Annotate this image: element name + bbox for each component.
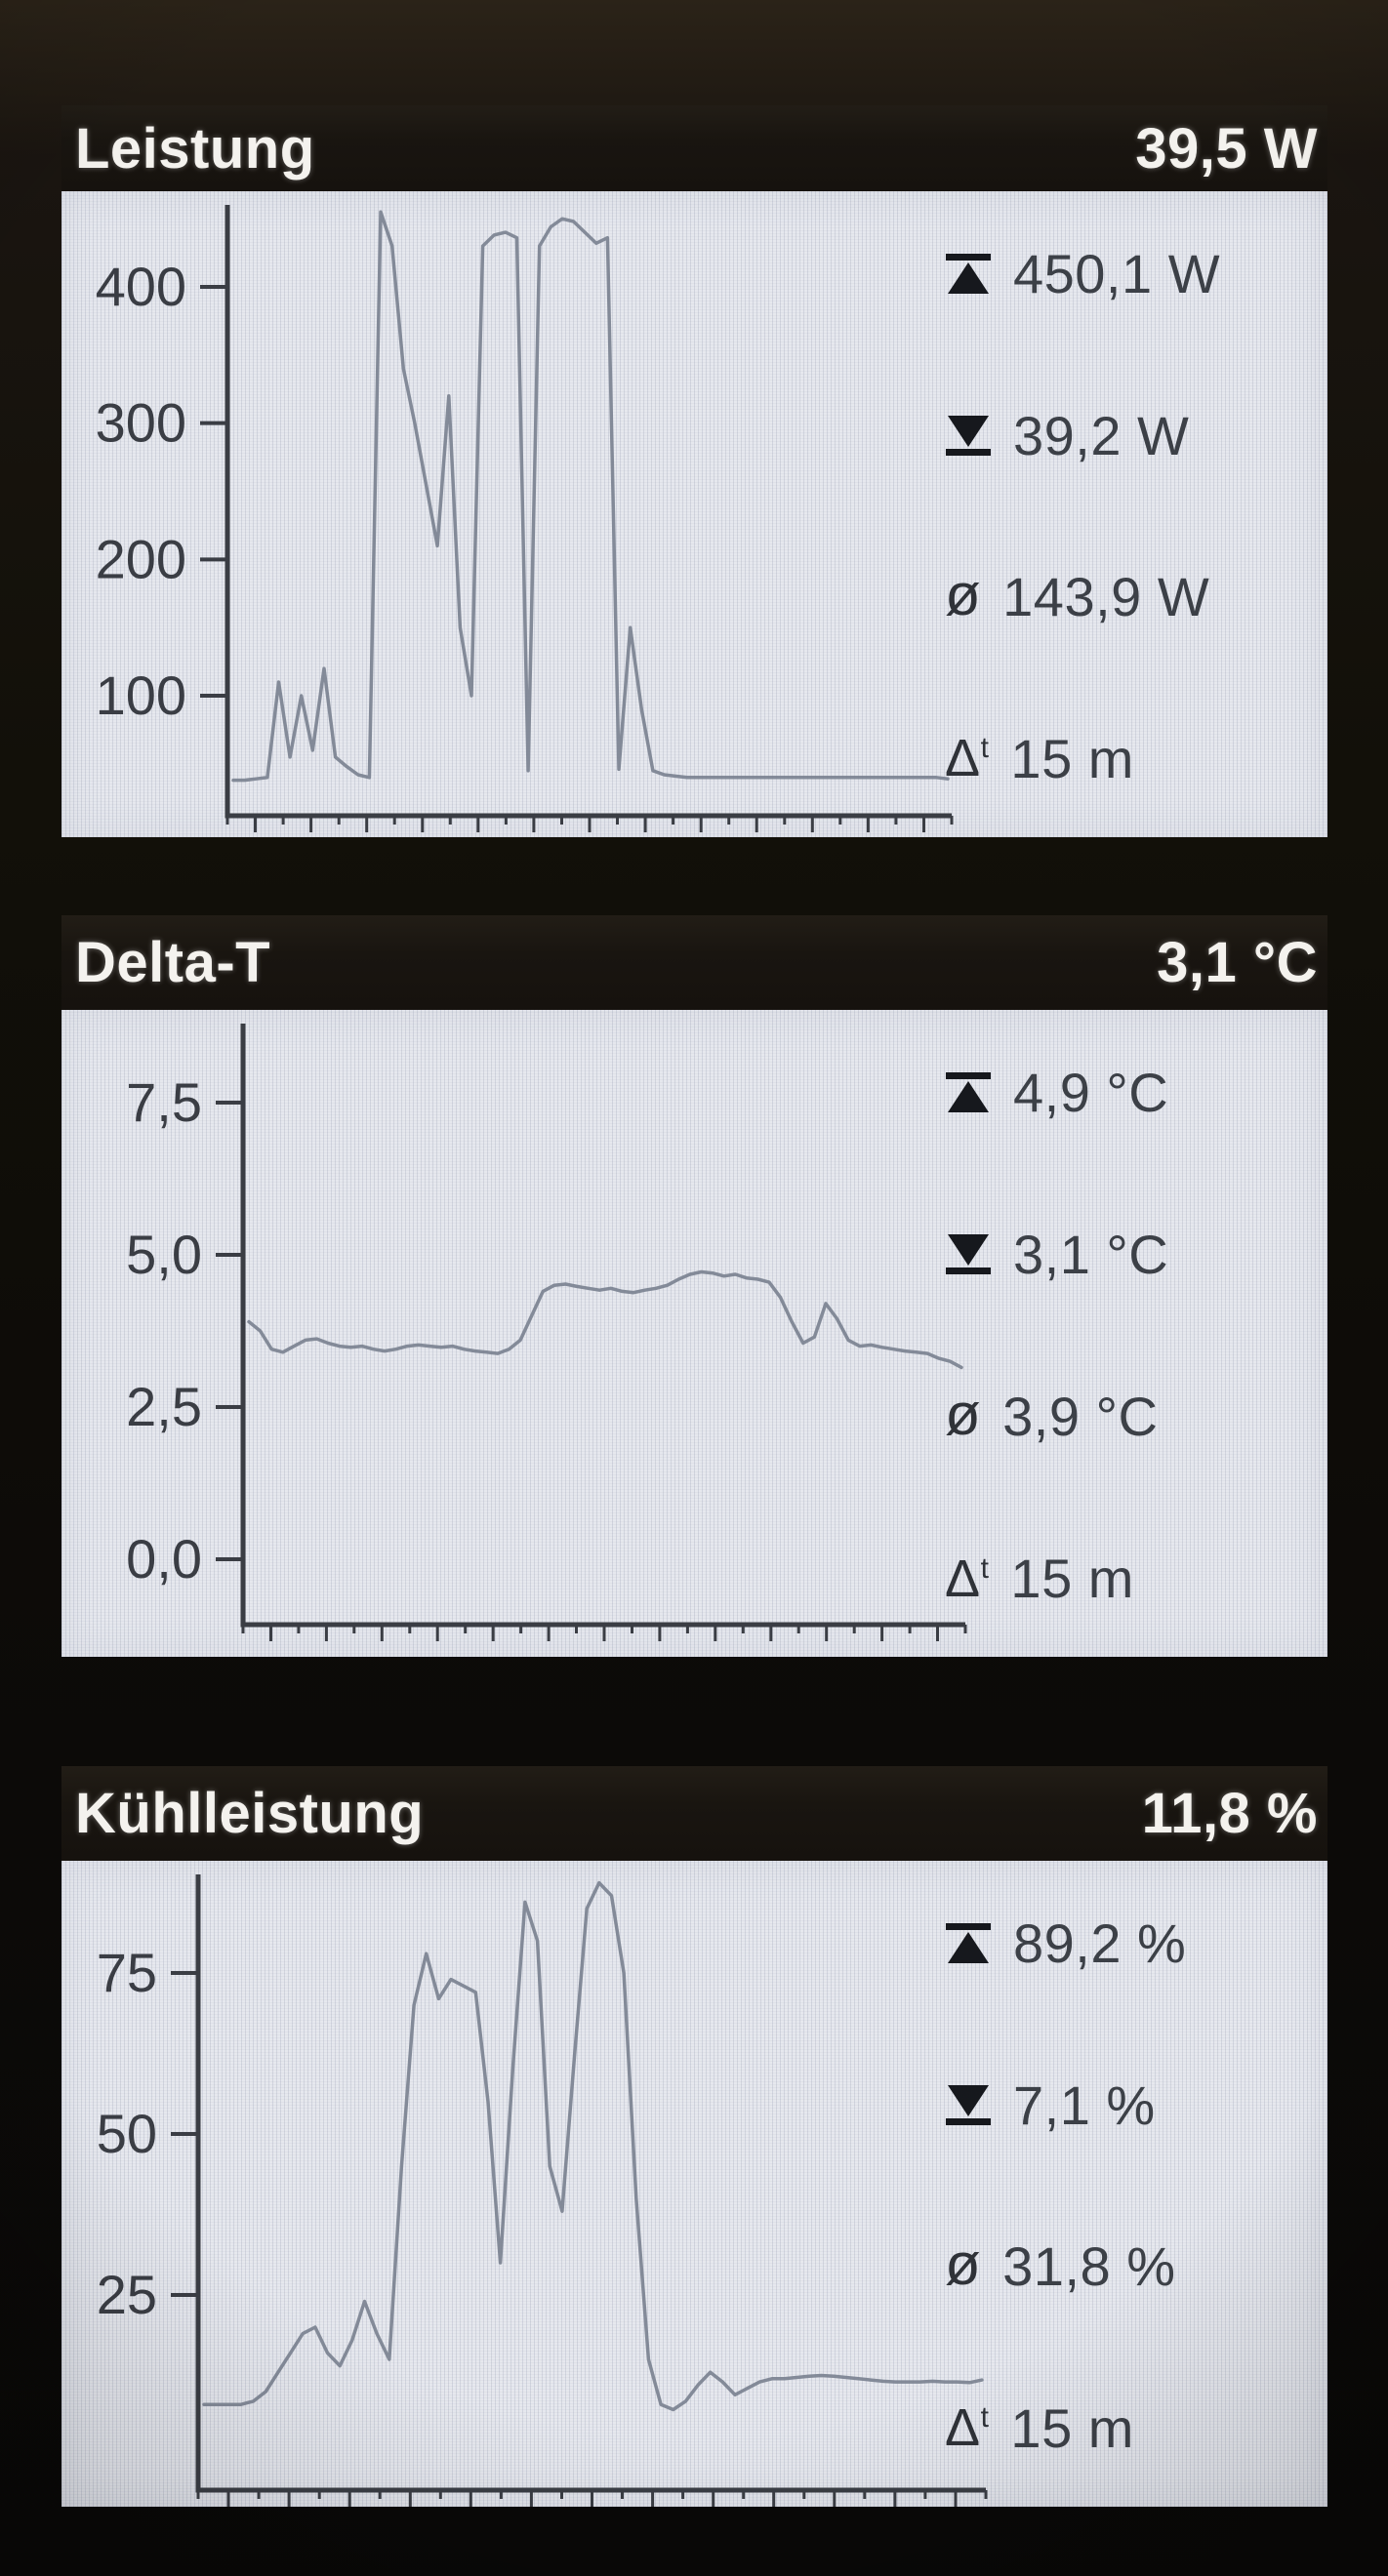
svg-text:0,0: 0,0 [126,1528,202,1590]
leistung-line-chart: 400 300 200 100 [96,205,954,832]
stat-avg: ø 31,8 % [945,2234,1314,2298]
average-icon: ø [945,2231,982,2297]
page-title: Kühlleistung [75,1782,425,1845]
max-icon [945,1923,992,1963]
stat-max: 450,1 W [945,242,1314,305]
dt-value: 15 m [1010,2396,1134,2459]
max-icon [945,254,992,294]
stat-max: 4,9 °C [945,1061,1314,1124]
svg-text:25: 25 [97,2264,157,2325]
page-title: Leistung [75,116,315,181]
current-value: 39,5 W [1135,116,1318,181]
min-icon [945,1234,992,1274]
average-icon: ø [945,561,982,627]
panel-leistung-header: Leistung 39,5 W [61,105,1327,191]
min-value: 3,1 °C [1013,1224,1169,1285]
kuehlleistung-chart: 75 50 25 89,2 % 7,1 % ø 31,8 % Δt 15 m [61,1861,1327,2507]
max-value: 4,9 °C [1013,1062,1169,1123]
current-value: 3,1 °C [1157,931,1318,994]
delta-t-stats: 4,9 °C 3,1 °C ø 3,9 °C Δt 15 m [945,1061,1314,1610]
delta-t-line-chart: 7,5 5,0 2,5 0,0 [126,1024,967,1641]
min-value: 7,1 % [1013,2073,1156,2136]
max-value: 450,1 W [1013,243,1221,304]
average-icon: ø [945,1381,982,1447]
svg-text:7,5: 7,5 [126,1071,202,1133]
stat-min: 3,1 °C [945,1223,1314,1286]
svg-text:2,5: 2,5 [126,1376,202,1437]
panel-kuehlleistung-header: Kühlleistung 11,8 % [61,1766,1327,1861]
avg-value: 31,8 % [1002,2235,1176,2298]
dt-value: 15 m [1010,727,1134,789]
stat-avg: ø 143,9 W [945,565,1314,628]
min-icon [945,415,992,456]
svg-text:200: 200 [96,528,186,589]
stat-dt: Δt 15 m [945,1547,1314,1610]
page-title: Delta-T [75,931,271,994]
min-value: 39,2 W [1013,404,1190,466]
svg-text:5,0: 5,0 [126,1224,202,1285]
leistung-stats: 450,1 W 39,2 W ø 143,9 W Δt 15 m [945,242,1314,790]
max-icon [945,1072,992,1112]
svg-text:400: 400 [96,256,186,317]
stat-dt: Δt 15 m [945,727,1314,790]
leistung-chart: 400 300 200 100 450,1 W 39,2 W ø 143,9 W Δt… [61,191,1327,837]
kuehlleistung-stats: 89,2 % 7,1 % ø 31,8 % Δt 15 m [945,1912,1314,2460]
delta-t-icon: Δt [945,2398,990,2458]
delta-t-icon: Δt [945,729,990,788]
max-value: 89,2 % [1013,1912,1187,1974]
delta-t-chart: 7,5 5,0 2,5 0,0 4,9 °C 3,1 °C ø 3,9 °C Δt 1… [61,1010,1327,1657]
svg-text:50: 50 [97,2103,157,2164]
avg-value: 143,9 W [1002,566,1210,628]
min-icon [945,2084,992,2125]
stat-dt: Δt 15 m [945,2396,1314,2460]
current-value: 11,8 % [1141,1782,1318,1845]
dt-value: 15 m [1010,1548,1134,1609]
stat-max: 89,2 % [945,1912,1314,1975]
panel-leistung[interactable]: Leistung 39,5 W 400 300 200 100 450,1 W 39,… [61,105,1327,837]
svg-text:300: 300 [96,392,186,454]
svg-text:100: 100 [96,664,186,726]
kuehlleistung-line-chart: 75 50 25 [97,1874,988,2507]
panel-delta-t-header: Delta-T 3,1 °C [61,915,1327,1010]
stat-min: 7,1 % [945,2073,1314,2137]
stat-min: 39,2 W [945,404,1314,467]
delta-t-icon: Δt [945,1549,990,1608]
avg-value: 3,9 °C [1002,1386,1159,1447]
panel-delta-t[interactable]: Delta-T 3,1 °C 7,5 5,0 2,5 0,0 4,9 °C 3,1 °… [61,915,1327,1657]
panel-kuehlleistung[interactable]: Kühlleistung 11,8 % 75 50 25 89,2 % 7,1 % … [61,1766,1327,2507]
stat-avg: ø 3,9 °C [945,1385,1314,1448]
svg-text:75: 75 [97,1942,157,2003]
